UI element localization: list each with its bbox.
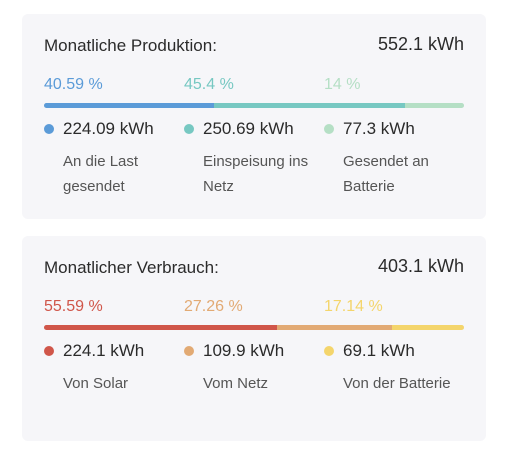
production-progress-bar	[44, 103, 464, 108]
consumption-desc-grid: Vom Netz	[203, 375, 269, 392]
legend-dot-icon	[184, 124, 194, 134]
consumption-desc-battery: Von der Batterie	[343, 375, 451, 392]
consumption-pct-battery: 17.14 %	[324, 298, 383, 315]
production-value-load: 224.09 kWh	[63, 119, 154, 138]
consumption-item-solar: 224.1 kWh Von Solar	[44, 340, 184, 396]
production-title: Monatliche Produktion:	[44, 36, 217, 55]
consumption-bar-segment-grid	[277, 325, 392, 330]
legend-dot-icon	[324, 346, 334, 356]
legend-dot-icon	[184, 346, 194, 356]
consumption-bar-segment-solar	[44, 325, 278, 330]
production-pct-load: 40.59 %	[44, 76, 103, 93]
consumption-card: Monatlicher Verbrauch: 403.1 kWh 55.59 %…	[22, 236, 486, 441]
legend-dot-icon	[44, 346, 54, 356]
legend-dot-icon	[324, 124, 334, 134]
consumption-item-grid: 109.9 kWh Vom Netz	[184, 340, 324, 396]
production-bar-segment-grid	[214, 103, 406, 108]
consumption-desc-solar: Von Solar	[63, 375, 129, 392]
consumption-title: Monatlicher Verbrauch:	[44, 258, 219, 277]
production-desc-grid: Einspeisung ins Netz	[203, 153, 309, 195]
consumption-pct-grid: 27.26 %	[184, 298, 243, 315]
production-item-battery: 77.3 kWh Gesendet an Batterie	[324, 118, 464, 199]
legend-dot-icon	[44, 124, 54, 134]
production-card: Monatliche Produktion: 552.1 kWh 40.59 %…	[22, 14, 486, 219]
consumption-value-solar: 224.1 kWh	[63, 341, 145, 360]
production-value-grid: 250.69 kWh	[203, 119, 294, 138]
consumption-value-battery: 69.1 kWh	[343, 341, 415, 360]
production-desc-load: An die Last gesendet	[63, 153, 139, 195]
production-pct-battery: 14 %	[324, 76, 361, 93]
production-pct-grid: 45.4 %	[184, 76, 234, 93]
consumption-progress-bar	[44, 325, 464, 330]
consumption-item-battery: 69.1 kWh Von der Batterie	[324, 340, 464, 396]
consumption-value-grid: 109.9 kWh	[203, 341, 285, 360]
production-item-grid: 250.69 kWh Einspeisung ins Netz	[184, 118, 324, 199]
consumption-total: 403.1 kWh	[377, 256, 464, 276]
production-desc-battery: Gesendet an Batterie	[343, 153, 429, 195]
production-value-battery: 77.3 kWh	[343, 119, 415, 138]
production-item-load: 224.09 kWh An die Last gesendet	[44, 118, 184, 199]
production-bar-segment-battery	[405, 103, 464, 108]
consumption-bar-segment-battery	[391, 325, 464, 330]
consumption-pct-solar: 55.59 %	[44, 298, 103, 315]
production-bar-segment-load	[44, 103, 215, 108]
production-total: 552.1 kWh	[377, 34, 464, 54]
